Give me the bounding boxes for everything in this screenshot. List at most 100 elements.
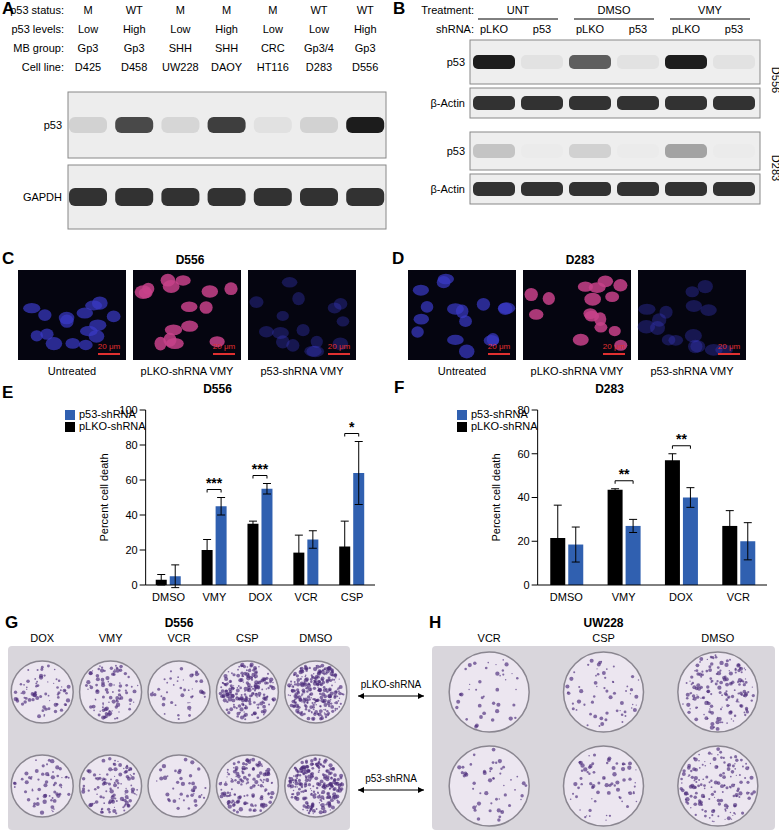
svg-text:pLKO-shRNA VMY: pLKO-shRNA VMY bbox=[141, 365, 235, 377]
svg-text:β-Actin: β-Actin bbox=[431, 183, 465, 195]
svg-text:Low: Low bbox=[78, 23, 98, 35]
svg-text:20 μm: 20 μm bbox=[98, 342, 121, 351]
svg-text:p53 levels:: p53 levels: bbox=[11, 23, 64, 35]
svg-text:Untreated: Untreated bbox=[438, 365, 486, 377]
svg-text:D556: D556 bbox=[352, 61, 378, 73]
svg-text:pLKO: pLKO bbox=[576, 23, 605, 35]
svg-text:0: 0 bbox=[132, 579, 138, 591]
svg-text:HT116: HT116 bbox=[257, 61, 289, 73]
svg-text:Treatment:: Treatment: bbox=[421, 4, 474, 16]
svg-text:60: 60 bbox=[517, 448, 529, 460]
svg-text:DOX: DOX bbox=[248, 591, 273, 603]
svg-text:VMY: VMY bbox=[99, 632, 124, 644]
svg-text:Cell line:: Cell line: bbox=[22, 61, 64, 73]
svg-text:80: 80 bbox=[125, 439, 137, 451]
svg-text:Percent cell death: Percent cell death bbox=[490, 453, 502, 541]
svg-text:Gp3/4: Gp3/4 bbox=[304, 42, 334, 54]
svg-text:Untreated: Untreated bbox=[48, 365, 96, 377]
svg-text:WT: WT bbox=[357, 4, 374, 16]
svg-text:p53-shRNA: p53-shRNA bbox=[365, 773, 417, 784]
svg-text:pLKO: pLKO bbox=[480, 23, 509, 35]
svg-text:VCR: VCR bbox=[295, 591, 318, 603]
svg-text:80: 80 bbox=[517, 404, 529, 416]
svg-text:Low: Low bbox=[170, 23, 190, 35]
svg-text:UNT: UNT bbox=[507, 4, 530, 16]
svg-text:Low: Low bbox=[263, 23, 283, 35]
svg-text:***: *** bbox=[252, 461, 269, 477]
svg-text:pLKO-shRNA: pLKO-shRNA bbox=[361, 679, 422, 690]
svg-text:WT: WT bbox=[310, 4, 327, 16]
svg-text:MB group:: MB group: bbox=[13, 42, 64, 54]
svg-text:40: 40 bbox=[517, 491, 529, 503]
svg-text:VMY: VMY bbox=[203, 591, 228, 603]
svg-text:Gp3: Gp3 bbox=[78, 42, 99, 54]
svg-text:SHH: SHH bbox=[215, 42, 238, 54]
svg-text:CSP: CSP bbox=[592, 632, 615, 644]
svg-text:B: B bbox=[393, 0, 405, 18]
svg-text:shRNA:: shRNA: bbox=[436, 23, 474, 35]
svg-text:pLKO: pLKO bbox=[672, 23, 701, 35]
svg-text:D: D bbox=[392, 249, 404, 268]
svg-text:H: H bbox=[429, 613, 441, 632]
svg-text:UW228: UW228 bbox=[583, 616, 623, 630]
svg-text:GAPDH: GAPDH bbox=[23, 191, 62, 203]
svg-text:DMSO: DMSO bbox=[152, 591, 185, 603]
svg-text:M: M bbox=[222, 4, 231, 16]
svg-text:UW228: UW228 bbox=[162, 61, 199, 73]
svg-text:20 μm: 20 μm bbox=[488, 342, 511, 351]
svg-text:20 μm: 20 μm bbox=[718, 342, 741, 351]
svg-text:DMSO: DMSO bbox=[598, 4, 631, 16]
svg-text:40: 40 bbox=[125, 509, 137, 521]
svg-text:20 μm: 20 μm bbox=[603, 342, 626, 351]
svg-text:p53: p53 bbox=[44, 119, 62, 131]
svg-text:High: High bbox=[215, 23, 238, 35]
svg-text:VCR: VCR bbox=[478, 632, 501, 644]
svg-text:p53 status:: p53 status: bbox=[10, 4, 64, 16]
svg-text:β-Actin: β-Actin bbox=[431, 97, 465, 109]
svg-text:VCR: VCR bbox=[727, 591, 750, 603]
svg-text:Percent cell death: Percent cell death bbox=[98, 453, 110, 541]
svg-text:20: 20 bbox=[517, 535, 529, 547]
svg-text:**: ** bbox=[676, 431, 687, 447]
svg-text:DOX: DOX bbox=[30, 632, 55, 644]
svg-text:**: ** bbox=[619, 466, 630, 482]
svg-text:WT: WT bbox=[126, 4, 143, 16]
svg-text:High: High bbox=[123, 23, 146, 35]
svg-text:100: 100 bbox=[119, 404, 137, 416]
svg-text:0: 0 bbox=[524, 579, 530, 591]
svg-text:DMSO: DMSO bbox=[550, 591, 583, 603]
svg-text:Low: Low bbox=[309, 23, 329, 35]
svg-text:D283: D283 bbox=[306, 61, 332, 73]
svg-text:CSP: CSP bbox=[236, 632, 259, 644]
svg-text:D283: D283 bbox=[566, 253, 595, 267]
svg-text:D283: D283 bbox=[770, 155, 771, 181]
svg-text:SHH: SHH bbox=[169, 42, 192, 54]
svg-text:M: M bbox=[83, 4, 92, 16]
svg-text:DAOY: DAOY bbox=[211, 61, 243, 73]
svg-text:DMSO: DMSO bbox=[701, 632, 734, 644]
svg-text:20 μm: 20 μm bbox=[328, 342, 351, 351]
svg-text:DOX: DOX bbox=[669, 591, 694, 603]
svg-text:p53: p53 bbox=[447, 145, 465, 157]
svg-text:D556: D556 bbox=[176, 253, 205, 267]
svg-text:p53: p53 bbox=[533, 23, 551, 35]
svg-text:VCR: VCR bbox=[167, 632, 190, 644]
svg-text:D556: D556 bbox=[165, 616, 194, 630]
svg-text:D458: D458 bbox=[121, 61, 147, 73]
svg-text:20: 20 bbox=[125, 544, 137, 556]
svg-text:D425: D425 bbox=[75, 61, 101, 73]
svg-text:p53: p53 bbox=[629, 23, 647, 35]
svg-text:*: * bbox=[349, 419, 355, 435]
svg-text:p53-shRNA VMY: p53-shRNA VMY bbox=[260, 365, 344, 377]
svg-text:p53: p53 bbox=[725, 23, 743, 35]
svg-text:60: 60 bbox=[125, 474, 137, 486]
svg-text:CSP: CSP bbox=[341, 591, 364, 603]
svg-text:Gp3: Gp3 bbox=[124, 42, 145, 54]
svg-text:***: *** bbox=[206, 475, 223, 491]
svg-text:M: M bbox=[268, 4, 277, 16]
svg-text:20 μm: 20 μm bbox=[213, 342, 236, 351]
svg-text:DMSO: DMSO bbox=[299, 632, 332, 644]
svg-text:G: G bbox=[8, 613, 18, 632]
svg-text:E: E bbox=[8, 383, 13, 402]
svg-text:pLKO-shRNA VMY: pLKO-shRNA VMY bbox=[531, 365, 625, 377]
